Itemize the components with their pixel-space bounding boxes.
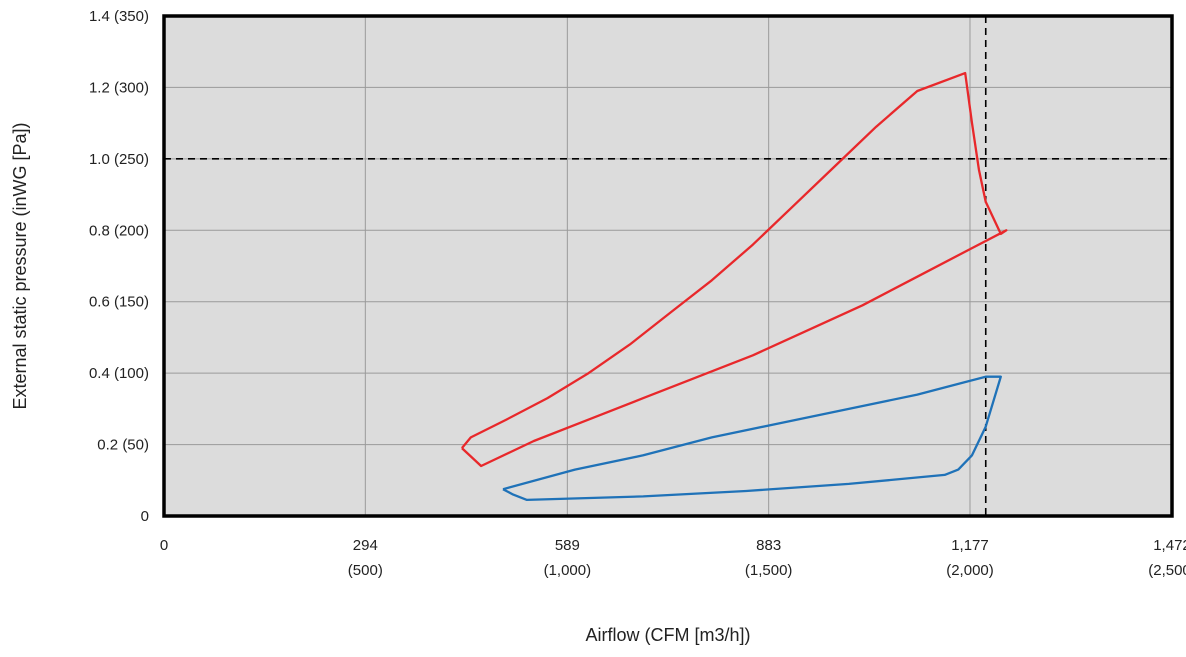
x-tick-sublabel-2: (1,000)	[544, 562, 592, 579]
x-tick-label-5: 1,472	[1153, 537, 1186, 554]
x-axis-label: Airflow (CFM [m3/h])	[585, 625, 750, 645]
y-tick-label-0: 0	[141, 508, 149, 525]
x-tick-sublabel-3: (1,500)	[745, 562, 793, 579]
plot-frame	[162, 14, 1174, 518]
y-tick-label-5: 1.0 (250)	[89, 151, 149, 168]
y-tick-label-3: 0.6 (150)	[89, 294, 149, 311]
x-tick-sublabel-5: (2,500)	[1148, 562, 1186, 579]
series-line-1	[502, 375, 1002, 502]
x-tick-label-1: 294	[353, 537, 378, 554]
series-layer	[461, 71, 1008, 502]
y-tick-label-2: 0.4 (100)	[89, 365, 149, 382]
y-tick-labels: 0 0.2 (50) 0.4 (100) 0.6 (150) 0.8 (200) 1.0 …	[89, 8, 149, 525]
x-tick-label-4: 1,177	[951, 537, 989, 554]
x-tick-sublabel-1: (500)	[348, 562, 383, 579]
y-axis-label: External static pressure (inWG [Pa])	[10, 122, 30, 409]
reference-lines	[164, 16, 1172, 516]
y-tick-label-7: 1.4 (350)	[89, 8, 149, 25]
x-tick-label-2: 589	[555, 537, 580, 554]
y-tick-label-1: 0.2 (50)	[97, 437, 149, 454]
x-tick-label-3: 883	[756, 537, 781, 554]
y-tick-label-4: 0.8 (200)	[89, 222, 149, 239]
plot-area-background	[164, 16, 1172, 516]
x-tick-labels: 0 294 (500) 589 (1,000) 883 (1,500) 1,177 (2,000…	[160, 537, 1186, 579]
x-tick-label-0: 0	[160, 537, 168, 554]
x-tick-sublabel-4: (2,000)	[946, 562, 994, 579]
series-line-0	[461, 71, 1008, 468]
y-tick-label-6: 1.2 (300)	[89, 79, 149, 96]
